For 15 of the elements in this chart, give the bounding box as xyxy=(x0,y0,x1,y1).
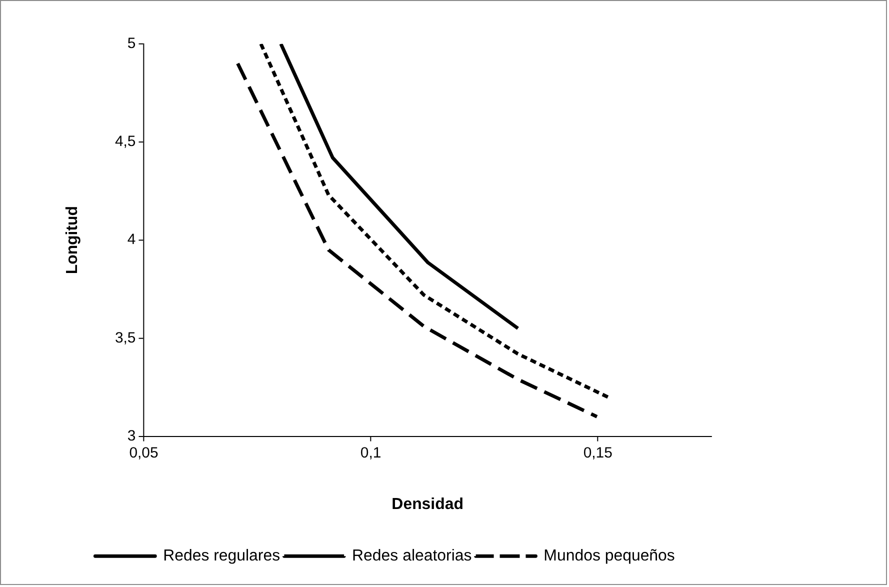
y-tick-label: 4,5 xyxy=(114,133,136,150)
legend-label: Mundos pequeños xyxy=(544,547,675,564)
x-tick-label: 0,15 xyxy=(583,444,612,462)
x-tick-label: 0,05 xyxy=(129,444,158,462)
y-tick-label: 4 xyxy=(127,231,136,248)
y-tick-label: 5 xyxy=(127,34,136,52)
x-tick-label: 0,1 xyxy=(360,444,382,462)
y-tick-label: 3,5 xyxy=(114,329,136,346)
line-series xyxy=(236,62,599,418)
y-tick-label: 3 xyxy=(127,427,136,444)
x-axis-title: Densidad xyxy=(392,496,464,514)
legend-label: Redes aleatorias xyxy=(352,547,472,564)
legend-label: Redes regulares xyxy=(163,547,280,564)
y-axis-title: Longitud xyxy=(64,206,81,274)
line-series xyxy=(259,44,610,399)
